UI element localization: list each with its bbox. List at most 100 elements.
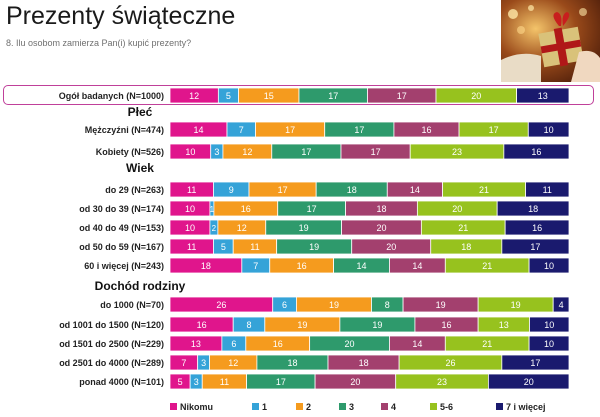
legend-label: 4	[391, 402, 396, 412]
data-label: 16	[273, 339, 283, 349]
row-label: 60 i więcej (N=243)	[84, 261, 164, 271]
legend-swatch	[496, 403, 503, 410]
data-label: 16	[532, 223, 542, 233]
data-label: 16	[241, 204, 251, 214]
data-label: 12	[189, 91, 199, 101]
row-label: Mężczyźni (N=474)	[85, 125, 164, 135]
data-label: 21	[458, 223, 468, 233]
data-label: 10	[544, 125, 554, 135]
data-label: 11	[543, 185, 552, 195]
total-row-highlight-frame	[3, 85, 594, 105]
row-label: od 30 do 39 (N=174)	[79, 204, 164, 214]
data-label: 20	[471, 91, 481, 101]
data-label: 5	[226, 91, 231, 101]
data-label: 21	[482, 339, 492, 349]
data-label: 14	[412, 261, 422, 271]
data-label: 3	[214, 147, 219, 157]
data-label: 20	[376, 223, 386, 233]
legend-label: 7 i więcej	[506, 402, 546, 412]
data-label: 12	[242, 147, 252, 157]
data-label: 16	[531, 147, 541, 157]
data-label: 17	[371, 147, 381, 157]
row-label: do 29 (N=263)	[105, 185, 164, 195]
data-label: 5	[178, 377, 183, 387]
data-label: 19	[329, 300, 339, 310]
data-label: 14	[357, 261, 367, 271]
group-heading: Wiek	[126, 161, 154, 175]
question-subtitle: 8. Ilu osobom zamierza Pan(i) kupić prez…	[6, 38, 192, 48]
data-label: 7	[239, 125, 244, 135]
data-label: 14	[193, 125, 203, 135]
data-label: 23	[452, 147, 462, 157]
row-label: od 2501 do 4000 (N=289)	[59, 358, 164, 368]
data-label: 5	[221, 242, 226, 252]
legend-label: 3	[349, 402, 354, 412]
legend-swatch	[381, 403, 388, 410]
data-label: 6	[282, 300, 287, 310]
bar-segment	[528, 335, 570, 352]
bar-segment	[487, 373, 570, 390]
data-label: 18	[347, 185, 357, 195]
data-label: 26	[216, 300, 226, 310]
data-label: 13	[538, 91, 548, 101]
row-label: od 50 do 59 (N=167)	[79, 242, 164, 252]
data-label: 17	[307, 204, 317, 214]
row-label: do 1000 (N=70)	[100, 300, 164, 310]
data-label: 17	[276, 377, 286, 387]
data-label: 20	[345, 339, 355, 349]
row-label: Ogół badanych (N=1000)	[59, 91, 164, 101]
data-label: 1	[210, 205, 215, 214]
bar-segment	[529, 316, 570, 333]
data-label: 11	[187, 242, 196, 252]
bar-segment	[496, 200, 570, 217]
legend-swatch	[170, 403, 177, 410]
data-label: 13	[191, 339, 201, 349]
data-label: 7	[253, 261, 258, 271]
bar-segment	[503, 143, 570, 160]
data-label: 16	[421, 125, 431, 135]
data-label: 2	[212, 224, 217, 233]
bar-segment	[516, 87, 570, 104]
data-label: 17	[397, 91, 407, 101]
data-label: 17	[489, 125, 499, 135]
data-label: 16	[442, 320, 452, 330]
data-label: 11	[250, 242, 259, 252]
data-label: 10	[185, 147, 195, 157]
data-label: 15	[264, 91, 274, 101]
data-label: 11	[220, 377, 229, 387]
data-label: 17	[530, 242, 540, 252]
data-label: 8	[247, 320, 252, 330]
data-label: 10	[544, 261, 554, 271]
page-title: Prezenty świąteczne	[6, 2, 236, 30]
data-label: 18	[376, 204, 386, 214]
data-label: 18	[287, 358, 297, 368]
data-label: 19	[297, 320, 307, 330]
data-label: 16	[297, 261, 307, 271]
row-label: ponad 4000 (N=101)	[79, 377, 164, 387]
christmas-gift-photo-icon	[501, 0, 600, 82]
data-label: 12	[228, 358, 238, 368]
bar-segment	[504, 219, 570, 236]
data-label: 3	[194, 377, 199, 387]
legend-label: 2	[306, 402, 311, 412]
data-label: 14	[412, 339, 422, 349]
data-label: 8	[385, 300, 390, 310]
legend-swatch	[430, 403, 437, 410]
data-label: 23	[437, 377, 447, 387]
data-label: 20	[350, 377, 360, 387]
group-heading: Dochód rodziny	[95, 279, 186, 293]
data-label: 10	[544, 320, 554, 330]
data-label: 19	[436, 300, 446, 310]
legend-label: Nikomu	[180, 402, 213, 412]
data-label: 12	[237, 223, 247, 233]
data-label: 17	[328, 91, 338, 101]
data-label: 7	[181, 358, 186, 368]
data-label: 18	[201, 261, 211, 271]
data-label: 14	[410, 185, 420, 195]
data-label: 17	[530, 358, 540, 368]
bar-segment	[501, 354, 570, 371]
legend-swatch	[252, 403, 259, 410]
data-label: 4	[559, 300, 564, 310]
data-label: 19	[511, 300, 521, 310]
data-label: 19	[309, 242, 319, 252]
